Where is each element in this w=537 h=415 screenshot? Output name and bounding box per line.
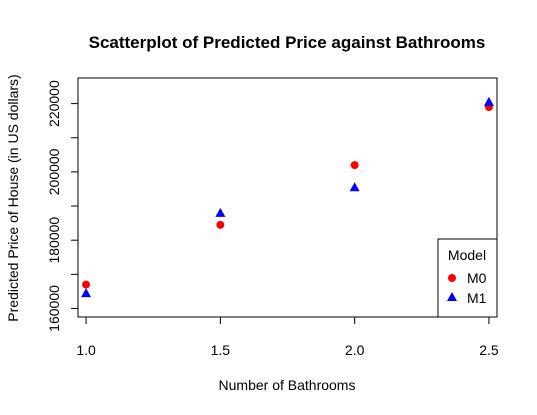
point-m1-2 (349, 182, 360, 192)
point-m1-0 (81, 288, 92, 298)
y-tick-label-0: 160000 (46, 285, 62, 332)
legend-marker-m0 (448, 274, 456, 282)
chart-title: Scatterplot of Predicted Price against B… (89, 33, 486, 52)
y-tick-label-3: 220000 (46, 80, 62, 127)
y-axis: 160000 180000 200000 220000 (46, 80, 78, 332)
legend-label-m1: M1 (467, 290, 487, 306)
legend-box (437, 238, 498, 318)
point-m0-0 (82, 280, 91, 289)
y-tick-label-2: 200000 (46, 148, 62, 195)
x-tick-label-1: 1.5 (211, 342, 231, 358)
legend-label-m0: M0 (467, 270, 487, 286)
point-m0-2 (350, 161, 359, 170)
y-tick-label-1: 180000 (46, 217, 62, 264)
x-tick-label-0: 1.0 (76, 342, 96, 358)
x-axis-label: Number of Bathrooms (219, 377, 356, 393)
point-m1-1 (215, 207, 226, 217)
x-tick-label-3: 2.5 (479, 342, 499, 358)
point-m1-3 (483, 96, 494, 106)
x-axis: 1.0 1.5 2.0 2.5 (76, 317, 499, 358)
legend-marker-m1 (447, 292, 457, 301)
data-points (81, 96, 494, 298)
legend: Model M0 M1 (437, 238, 498, 318)
legend-title: Model (448, 247, 486, 263)
plot-area (77, 77, 498, 318)
point-m0-1 (216, 220, 225, 229)
y-axis-label: Predicted Price of House (in US dollars) (5, 74, 21, 321)
x-tick-label-2: 2.0 (345, 342, 365, 358)
